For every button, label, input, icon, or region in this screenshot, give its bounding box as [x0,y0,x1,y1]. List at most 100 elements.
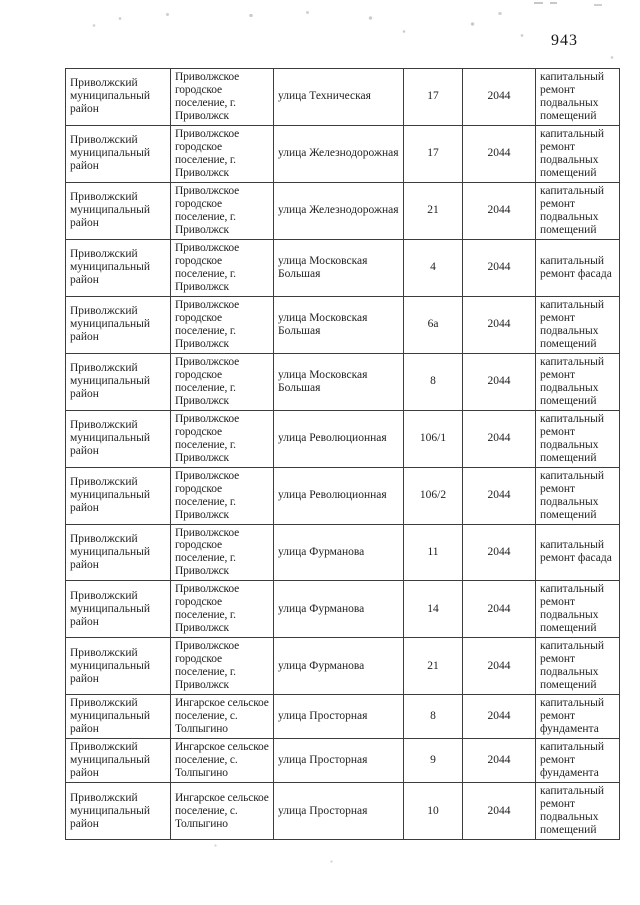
year-cell: 2044 [462,738,536,784]
house-number-cell: 106/1 [403,409,463,468]
year-cell: 2044 [462,68,536,126]
year-cell: 2044 [462,694,536,740]
district-cell: Приволжский муниципальный район [65,466,171,525]
district-cell: Приволжский муниципальный район [65,409,171,468]
district-cell: Приволжский муниципальный район [65,181,171,240]
street-cell: улица Фурманова [273,523,404,582]
district-cell: Приволжский муниципальный район [65,124,171,183]
district-cell: Приволжский муниципальный район [65,523,171,582]
table-row: Приволжский муниципальный район Приволжс… [65,124,620,183]
settlement-cell: Приволжское городское поселение, г. Прив… [170,637,274,696]
settlement-cell: Приволжское городское поселение, г. Прив… [170,68,274,126]
settlement-cell: Приволжское городское поселение, г. Прив… [170,295,274,354]
work-type-cell: капитальный ремонт подвальных помещений [535,782,620,841]
district-cell: Приволжский муниципальный район [65,238,171,297]
settlement-cell: Приволжское городское поселение, г. Прив… [170,181,274,240]
district-cell: Приволжский муниципальный район [65,580,171,639]
street-cell: улица Фурманова [273,580,404,639]
street-cell: улица Московская Большая [273,238,404,297]
house-number-cell: 17 [403,124,463,183]
street-cell: улица Революционная [273,466,404,525]
settlement-cell: Приволжское городское поселение, г. Прив… [170,352,274,411]
street-cell: улица Железнодорожная [273,181,404,240]
settlement-cell: Приволжское городское поселение, г. Прив… [170,466,274,525]
house-number-cell: 9 [403,738,463,784]
work-type-cell: капитальный ремонт фасада [535,238,620,297]
house-number-cell: 6а [403,295,463,354]
settlement-cell: Приволжское городское поселение, г. Прив… [170,523,274,582]
street-cell: улица Революционная [273,409,404,468]
table-row: Приволжский муниципальный район Приволжс… [65,409,620,468]
work-type-cell: капитальный ремонт фундамента [535,694,620,740]
year-cell: 2044 [462,782,536,841]
table-row: Приволжский муниципальный район Приволжс… [65,352,620,411]
work-type-cell: капитальный ремонт подвальных помещений [535,68,620,126]
settlement-cell: Приволжское городское поселение, г. Прив… [170,409,274,468]
table-row: Приволжский муниципальный район Приволжс… [65,68,620,126]
table-row: Приволжский муниципальный район Приволжс… [65,637,620,696]
table-row: Приволжский муниципальный район Приволжс… [65,295,620,354]
house-number-cell: 106/2 [403,466,463,525]
settlement-cell: Приволжское городское поселение, г. Прив… [170,124,274,183]
table-row: Приволжский муниципальный район Ингарско… [65,782,620,841]
year-cell: 2044 [462,466,536,525]
table-row: Приволжский муниципальный район Приволжс… [65,523,620,582]
district-cell: Приволжский муниципальный район [65,68,171,126]
year-cell: 2044 [462,409,536,468]
street-cell: улица Просторная [273,782,404,841]
year-cell: 2044 [462,352,536,411]
work-type-cell: капитальный ремонт фундамента [535,738,620,784]
table-row: Приволжский муниципальный район Приволжс… [65,238,620,297]
repair-plan-table: Приволжский муниципальный район Приволжс… [65,68,620,841]
district-cell: Приволжский муниципальный район [65,694,171,740]
table-row: Приволжский муниципальный район Приволжс… [65,580,620,639]
district-cell: Приволжский муниципальный район [65,352,171,411]
repair-table-body: Приволжский муниципальный район Приволжс… [65,68,620,841]
house-number-cell: 4 [403,238,463,297]
settlement-cell: Приволжское городское поселение, г. Прив… [170,238,274,297]
settlement-cell: Ингарское сельское поселение, с. Толпыги… [170,738,274,784]
street-cell: улица Просторная [273,694,404,740]
work-type-cell: капитальный ремонт подвальных помещений [535,295,620,354]
work-type-cell: капитальный ремонт подвальных помещений [535,181,620,240]
work-type-cell: капитальный ремонт фасада [535,523,620,582]
year-cell: 2044 [462,124,536,183]
table-row: Приволжский муниципальный район Приволжс… [65,466,620,525]
work-type-cell: капитальный ремонт подвальных помещений [535,124,620,183]
street-cell: улица Просторная [273,738,404,784]
house-number-cell: 21 [403,637,463,696]
work-type-cell: капитальный ремонт подвальных помещений [535,352,620,411]
district-cell: Приволжский муниципальный район [65,782,171,841]
table-row: Приволжский муниципальный район Приволжс… [65,181,620,240]
year-cell: 2044 [462,580,536,639]
page-number: 943 [551,32,578,49]
district-cell: Приволжский муниципальный район [65,738,171,784]
year-cell: 2044 [462,181,536,240]
year-cell: 2044 [462,238,536,297]
house-number-cell: 14 [403,580,463,639]
house-number-cell: 21 [403,181,463,240]
district-cell: Приволжский муниципальный район [65,295,171,354]
house-number-cell: 8 [403,352,463,411]
district-cell: Приволжский муниципальный район [65,637,171,696]
street-cell: улица Фурманова [273,637,404,696]
street-cell: улица Московская Большая [273,295,404,354]
house-number-cell: 11 [403,523,463,582]
street-cell: улица Московская Большая [273,352,404,411]
settlement-cell: Приволжское городское поселение, г. Прив… [170,580,274,639]
settlement-cell: Ингарское сельское поселение, с. Толпыги… [170,694,274,740]
work-type-cell: капитальный ремонт подвальных помещений [535,580,620,639]
settlement-cell: Ингарское сельское поселение, с. Толпыги… [170,782,274,841]
year-cell: 2044 [462,637,536,696]
house-number-cell: 10 [403,782,463,841]
work-type-cell: капитальный ремонт подвальных помещений [535,409,620,468]
work-type-cell: капитальный ремонт подвальных помещений [535,637,620,696]
year-cell: 2044 [462,295,536,354]
table-row: Приволжский муниципальный район Ингарско… [65,694,620,740]
table-row: Приволжский муниципальный район Ингарско… [65,738,620,784]
street-cell: улица Железнодорожная [273,124,404,183]
house-number-cell: 17 [403,68,463,126]
year-cell: 2044 [462,523,536,582]
work-type-cell: капитальный ремонт подвальных помещений [535,466,620,525]
street-cell: улица Техническая [273,68,404,126]
